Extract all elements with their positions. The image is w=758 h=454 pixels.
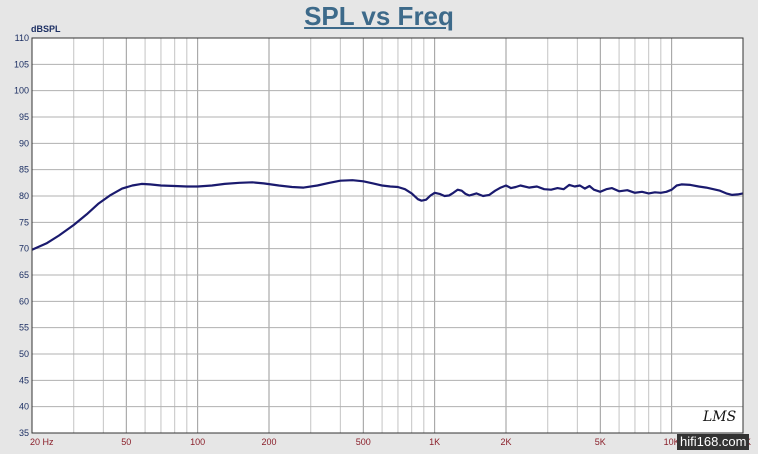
y-tick-label: 110 xyxy=(15,33,29,43)
y-tick-label: 35 xyxy=(19,428,29,438)
y-tick-label: 105 xyxy=(14,59,29,69)
y-tick-label: 65 xyxy=(19,270,29,280)
y-tick-label: 100 xyxy=(14,86,29,96)
lms-logo: LMS xyxy=(702,409,736,425)
x-tick-label: 1K xyxy=(429,437,440,447)
x-tick-label: 20 Hz xyxy=(30,437,54,447)
y-tick-label: 80 xyxy=(19,191,29,201)
y-tick-label: 70 xyxy=(19,244,29,254)
plot-area xyxy=(32,38,743,433)
plot-border xyxy=(31,37,744,434)
y-tick-label: 45 xyxy=(19,375,29,385)
x-tick-label: 200 xyxy=(261,437,276,447)
x-tick-label: 5K xyxy=(595,437,606,447)
x-tick-label: 100 xyxy=(190,437,205,447)
y-tick-label: 50 xyxy=(19,349,29,359)
x-tick-label: 2K xyxy=(500,437,511,447)
x-tick-label: 10K xyxy=(664,437,680,447)
y-axis-label: dBSPL xyxy=(31,24,61,34)
y-tick-label: 85 xyxy=(19,165,29,175)
y-tick-label: 75 xyxy=(19,217,29,227)
y-tick-label: 60 xyxy=(19,296,29,306)
chart-title: SPL vs Freq xyxy=(304,1,454,31)
y-tick-label: 40 xyxy=(19,402,29,412)
spl-curve xyxy=(31,179,744,251)
y-tick-label: 55 xyxy=(19,323,29,333)
watermark: hifi168.com xyxy=(677,434,750,450)
x-tick-label: 50 xyxy=(121,437,131,447)
y-tick-label: 95 xyxy=(19,112,29,122)
y-tick-label: 90 xyxy=(19,138,29,148)
x-tick-label: 500 xyxy=(356,437,371,447)
